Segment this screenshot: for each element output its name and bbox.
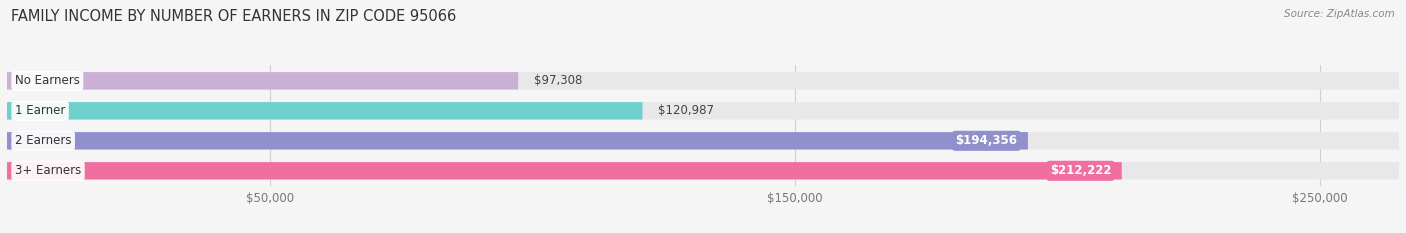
Text: $120,987: $120,987: [658, 104, 714, 117]
Text: 1 Earner: 1 Earner: [15, 104, 65, 117]
FancyBboxPatch shape: [7, 132, 1028, 150]
Text: $97,308: $97,308: [534, 74, 582, 87]
Text: Source: ZipAtlas.com: Source: ZipAtlas.com: [1284, 9, 1395, 19]
FancyBboxPatch shape: [7, 102, 1399, 120]
Text: $212,222: $212,222: [1050, 164, 1111, 177]
FancyBboxPatch shape: [7, 102, 643, 120]
FancyBboxPatch shape: [7, 72, 519, 89]
Text: 3+ Earners: 3+ Earners: [15, 164, 82, 177]
FancyBboxPatch shape: [7, 162, 1399, 179]
Text: 2 Earners: 2 Earners: [15, 134, 72, 147]
Text: FAMILY INCOME BY NUMBER OF EARNERS IN ZIP CODE 95066: FAMILY INCOME BY NUMBER OF EARNERS IN ZI…: [11, 9, 457, 24]
FancyBboxPatch shape: [7, 162, 1122, 179]
FancyBboxPatch shape: [7, 132, 1399, 150]
Text: No Earners: No Earners: [15, 74, 80, 87]
FancyBboxPatch shape: [7, 72, 1399, 89]
Text: $194,356: $194,356: [956, 134, 1018, 147]
